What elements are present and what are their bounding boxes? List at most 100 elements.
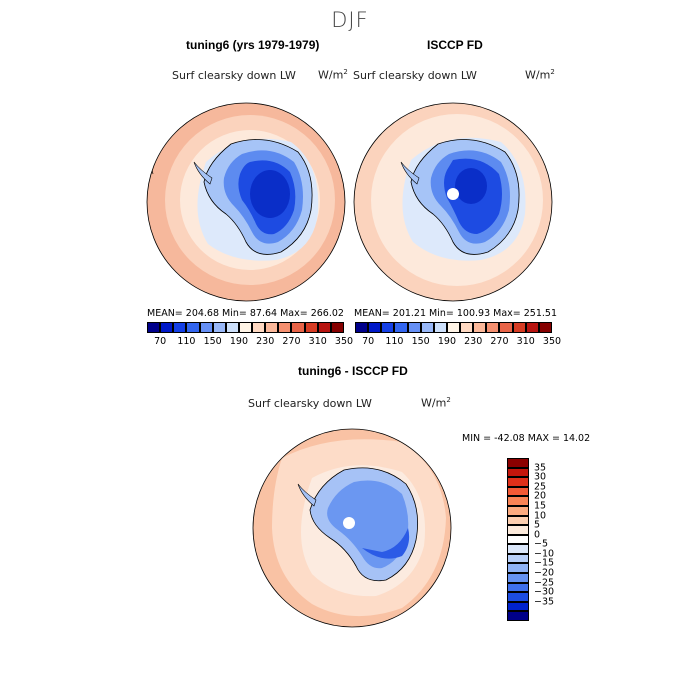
diff-colorbar-tick-label: −5 bbox=[534, 538, 549, 550]
colorbar-swatch bbox=[525, 322, 539, 333]
colorbar-tick-label: 310 bbox=[308, 336, 327, 347]
diff-colorbar-ticks: 35 30 25 20 15 10 5 0 −5 −10 −15 −20 −25 −30 −35 bbox=[534, 458, 574, 621]
colorbar-obs bbox=[355, 322, 552, 333]
colorbar-tick-label: 110 bbox=[385, 336, 404, 347]
colorbar-swatch bbox=[278, 322, 292, 333]
diff-colorbar-swatch bbox=[507, 525, 529, 535]
colorbar-tick-label: 230 bbox=[256, 336, 275, 347]
colorbar-swatch bbox=[304, 322, 318, 333]
panel-title-model: tuning6 (yrs 1979-1979) bbox=[186, 38, 320, 52]
colorbar-swatch bbox=[173, 322, 187, 333]
diff-colorbar-swatch bbox=[507, 611, 529, 621]
polar-map-obs bbox=[353, 102, 553, 302]
diff-colorbar-swatch bbox=[507, 496, 529, 506]
diff-colorbar-swatch bbox=[507, 477, 529, 487]
diff-colorbar-swatch bbox=[507, 573, 529, 583]
diff-colorbar-tick-label: −35 bbox=[534, 596, 555, 608]
diff-colorbar-tick-label: 15 bbox=[534, 500, 547, 512]
colorbar-tick-label: 70 bbox=[362, 336, 375, 347]
colorbar-swatch bbox=[420, 322, 434, 333]
season-title: DJF bbox=[331, 8, 369, 32]
colorbar-swatch bbox=[499, 322, 513, 333]
diff-colorbar-swatch bbox=[507, 486, 529, 497]
colorbar-swatch bbox=[160, 322, 174, 333]
diff-colorbar-swatch bbox=[507, 592, 529, 602]
antarctic-peninsula bbox=[193, 161, 213, 185]
colorbar-swatch bbox=[394, 322, 408, 333]
colorbar-swatch bbox=[538, 322, 552, 333]
diff-colorbar-swatch bbox=[507, 467, 529, 478]
colorbar-tick-label: 350 bbox=[542, 336, 562, 347]
variable-label-obs: Surf clearsky down LW bbox=[353, 69, 477, 82]
diff-colorbar-tick-label: 5 bbox=[534, 519, 541, 531]
polar-map-difference bbox=[252, 428, 452, 628]
diff-minmax: MIN = -42.08 MAX = 14.02 bbox=[462, 433, 591, 444]
antarctic-peninsula bbox=[297, 483, 317, 507]
colorbar-swatch bbox=[460, 322, 474, 333]
diff-colorbar-tick-label: −30 bbox=[534, 586, 555, 598]
diff-antarctica-mid bbox=[327, 480, 409, 569]
colorbar-tick-label: 310 bbox=[516, 336, 535, 347]
colorbar-tick-label: 150 bbox=[203, 336, 222, 347]
pole-hole bbox=[447, 188, 459, 200]
stats-model: MEAN= 204.68 Min= 87.64 Max= 266.02 bbox=[147, 308, 344, 319]
colorbar-swatch bbox=[252, 322, 266, 333]
colorbar-swatch bbox=[368, 322, 382, 333]
colorbar-tick-label: 110 bbox=[177, 336, 196, 347]
antarctica-plateau bbox=[455, 168, 487, 204]
diff-colorbar-swatch bbox=[507, 544, 529, 554]
map-frame bbox=[146, 102, 346, 302]
diff-colorbar-swatch bbox=[507, 458, 529, 468]
colorbar-swatch bbox=[446, 322, 461, 333]
colorbar-swatch bbox=[473, 322, 487, 333]
pole-hole bbox=[343, 517, 355, 529]
colorbar-swatch bbox=[199, 322, 213, 333]
colorbar-swatch bbox=[486, 322, 500, 333]
diff-antarctica-dark bbox=[362, 528, 410, 559]
colorbar-tick-label: 230 bbox=[464, 336, 483, 347]
diff-colorbar-tick-label: 35 bbox=[534, 462, 547, 474]
units-label-obs: W/m2 bbox=[525, 68, 555, 82]
colorbar-tick-label: 150 bbox=[411, 336, 430, 347]
diff-colorbar-swatch bbox=[507, 515, 529, 526]
colorbar-swatch bbox=[291, 322, 305, 333]
diff-colorbar-tick-label: 10 bbox=[534, 510, 547, 522]
colorbar-swatch bbox=[265, 322, 279, 333]
diff-panel-title: tuning6 - ISCCP FD bbox=[298, 364, 408, 378]
diff-colorbar-swatch bbox=[507, 505, 529, 516]
colorbar-swatch bbox=[225, 322, 239, 333]
diff-colorbar-swatch bbox=[507, 534, 529, 545]
diff-colorbar-tick-label: −10 bbox=[534, 548, 555, 560]
diff-units-label: W/m2 bbox=[421, 396, 451, 410]
diff-colorbar-swatch bbox=[507, 553, 529, 564]
colorbar-tick-label: 70 bbox=[154, 336, 167, 347]
diff-colorbar-tick-label: 30 bbox=[534, 471, 547, 483]
diff-colorbar-tick-label: 25 bbox=[534, 481, 547, 493]
colorbar-tick-label: 270 bbox=[490, 336, 509, 347]
antarctica-plateau bbox=[250, 170, 290, 218]
colorbar-tick-label: 270 bbox=[282, 336, 301, 347]
colorbar-swatch bbox=[407, 322, 421, 333]
colorbar-model-ticks: 70 110 150 190 230 270 310 350 bbox=[147, 336, 353, 348]
colorbar-swatch bbox=[330, 322, 344, 333]
units-label-model: W/m2 bbox=[318, 68, 348, 82]
diff-variable-label: Surf clearsky down LW bbox=[248, 397, 372, 410]
colorbar-swatch bbox=[147, 322, 161, 333]
colorbar-tick-label: 190 bbox=[437, 336, 456, 347]
polar-map-model bbox=[146, 102, 346, 302]
diff-colorbar-swatch bbox=[507, 601, 529, 612]
colorbar-model bbox=[147, 322, 344, 333]
diff-colorbar-tick-label: 20 bbox=[534, 490, 547, 502]
colorbar-swatch bbox=[212, 322, 226, 333]
diff-colorbar-tick-label: −25 bbox=[534, 577, 555, 589]
colorbar-swatch bbox=[433, 322, 447, 333]
diff-colorbar-tick-label: −15 bbox=[534, 557, 555, 569]
diff-colorbar-swatch bbox=[507, 582, 529, 593]
diff-colorbar bbox=[507, 458, 529, 621]
colorbar-swatch bbox=[317, 322, 331, 333]
colorbar-tick-label: 190 bbox=[229, 336, 248, 347]
map-frame bbox=[252, 428, 452, 628]
stats-obs: MEAN= 201.21 Min= 100.93 Max= 251.51 bbox=[354, 308, 558, 319]
colorbar-swatch bbox=[238, 322, 253, 333]
variable-label-model: Surf clearsky down LW bbox=[172, 69, 296, 82]
